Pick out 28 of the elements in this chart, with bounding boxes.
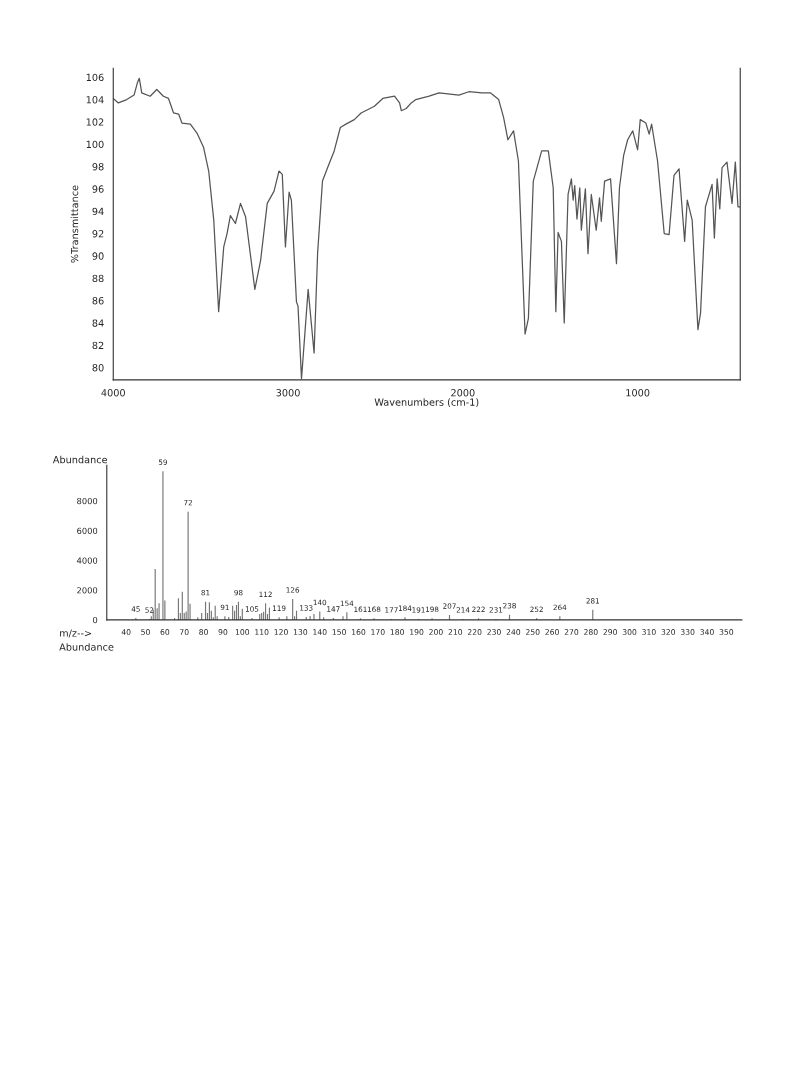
y-tick-label: 80 <box>92 364 104 372</box>
y-tick-label: 88 <box>92 274 104 283</box>
x-axis-title: Wavenumbers (cm-1) <box>374 398 479 407</box>
y-tick-label: 4000 <box>76 557 98 564</box>
text: Abundance <box>59 643 114 651</box>
y-tick-label: 84 <box>92 319 104 327</box>
y-tick-label: 2000 <box>77 587 98 594</box>
y-tick-label: 6000 <box>77 527 98 534</box>
y-tick-label: 8000 <box>77 497 98 505</box>
y-axis-title: Abundance <box>52 455 108 464</box>
y-tick-label: 98 <box>92 163 104 171</box>
y-tick-label: 96 <box>92 185 104 193</box>
y-tick-label: 106 <box>86 73 104 82</box>
x-axis-title: m/z--> <box>60 629 92 638</box>
y-tick-label: 94 <box>92 207 104 216</box>
x-tick-label: 3000 <box>276 389 300 397</box>
x-tick-label: 1000 <box>626 389 650 397</box>
y-tick-label: 82 <box>92 341 104 350</box>
y-tick-label: 102 <box>86 118 104 126</box>
y-axis-title: %Transmittance <box>70 185 79 263</box>
y-tick-label: 104 <box>86 96 104 104</box>
x-tick-label: 4000 <box>101 389 125 397</box>
x-tick-label: 2000 <box>451 389 475 397</box>
y-tick-label: 92 <box>92 230 104 238</box>
y-tick-label: 0 <box>93 616 98 624</box>
y-tick-label: 90 <box>92 252 104 260</box>
y-tick-label: 86 <box>92 297 104 305</box>
y-tick-label: 100 <box>86 140 104 149</box>
